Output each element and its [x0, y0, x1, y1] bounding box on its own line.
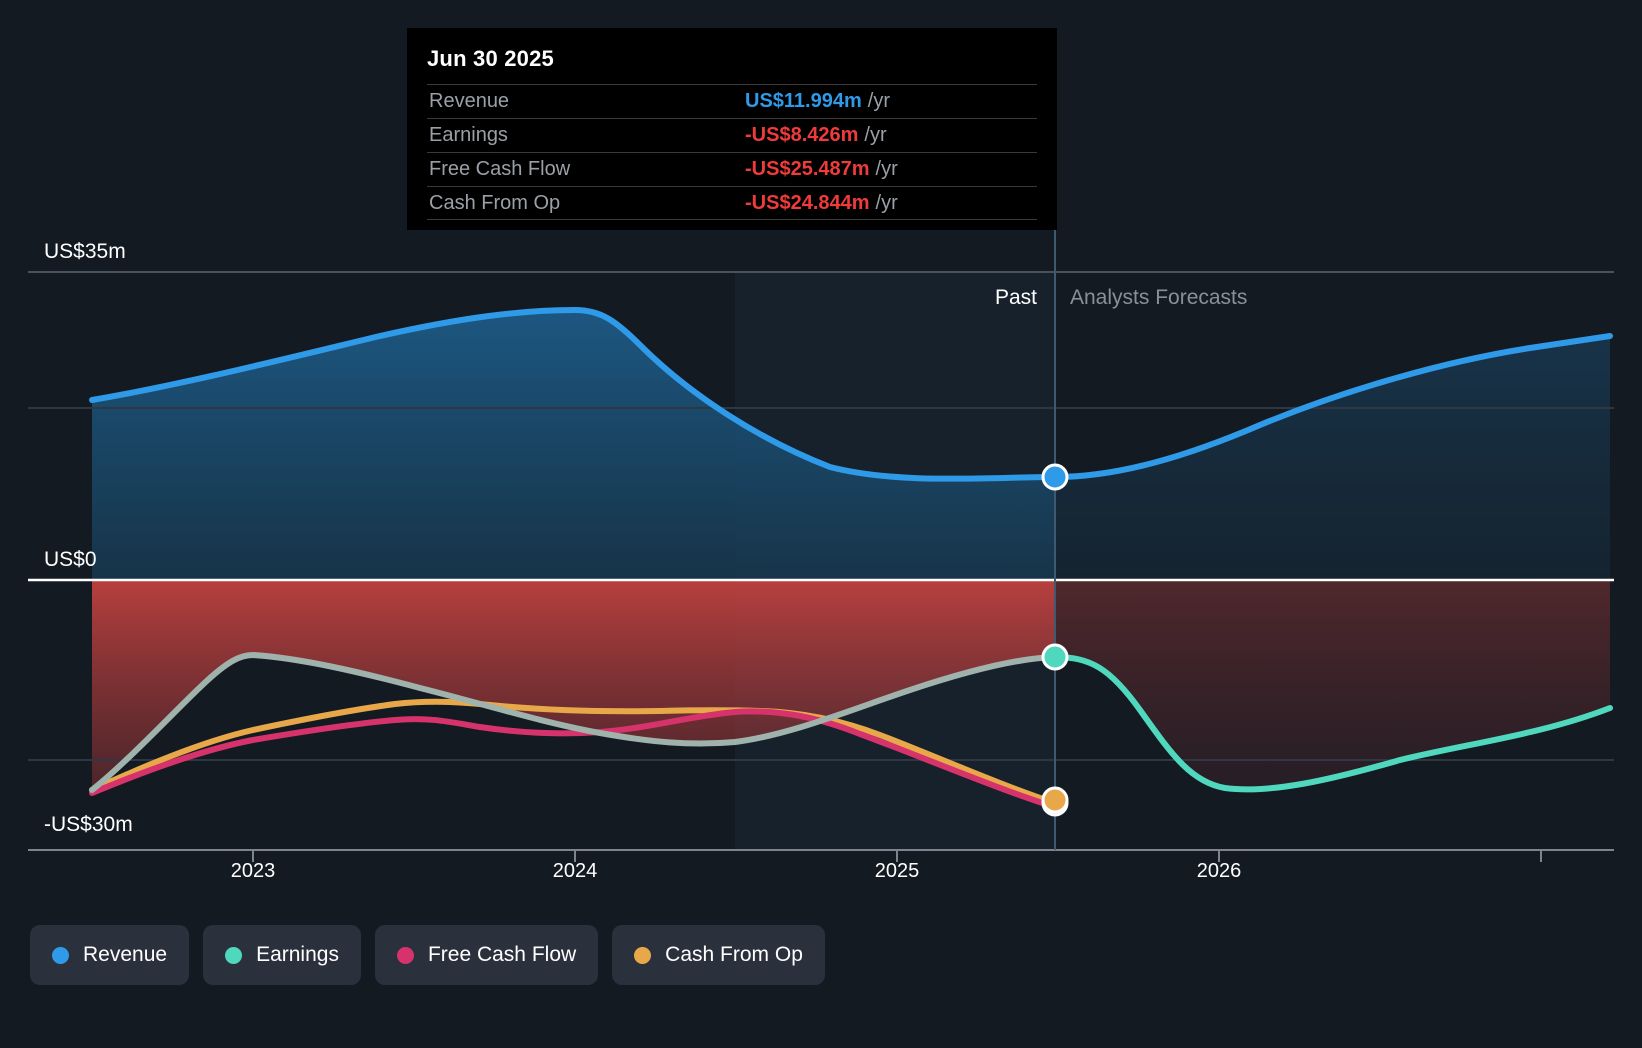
legend-dot-revenue-icon [52, 946, 69, 964]
legend-label-earnings: Earnings [256, 943, 339, 966]
tooltip-label-free-cash-flow: Free Cash Flow [429, 158, 571, 180]
y-axis-label-max: US$35m [44, 240, 126, 263]
revenue-line-forecast [1052, 333, 1613, 480]
legend-item-cash-from-op[interactable]: Cash From Op [612, 925, 825, 985]
legend-item-revenue[interactable]: Revenue [30, 925, 190, 985]
x-axis-label-2024: 2024 [552, 860, 598, 882]
tooltip-value-revenue: US$11.994m [745, 90, 862, 112]
forecast-label: Analysts Forecasts [1070, 286, 1248, 309]
earnings-line-forecast [1052, 654, 1613, 793]
tooltip-row-earnings: Earnings -US$8.426m/yr [427, 118, 1037, 152]
tooltip-unit-revenue: /yr [867, 90, 890, 112]
legend-label-revenue: Revenue [83, 943, 168, 966]
tooltip-date: Jun 30 2025 [427, 46, 554, 71]
tooltip-label-earnings: Earnings [429, 124, 508, 146]
earnings-area-past [92, 580, 1055, 790]
revenue-area-forecast [1055, 336, 1610, 580]
free-cash-flow-line [89, 708, 1058, 810]
x-axis-label-2023: 2023 [230, 860, 276, 882]
cash-from-op-line [89, 698, 1058, 806]
y-axis-label-zero: US$0 [44, 548, 97, 571]
legend-item-earnings[interactable]: Earnings [203, 925, 361, 985]
earnings-line-past [89, 651, 1058, 793]
legend-dot-free-cash-flow-icon [396, 946, 414, 964]
x-axis-label-2025: 2025 [874, 860, 920, 882]
tooltip-row-free-cash-flow: Free Cash Flow -US$25.487m/yr [427, 152, 1037, 186]
tooltip-value-earnings: -US$8.426m [745, 124, 859, 146]
revenue-line-past [89, 306, 1058, 482]
revenue-area-past [92, 310, 1055, 580]
chart-legend: Revenue Earnings Free Cash Flow Cash Fro… [30, 925, 825, 985]
legend-dot-earnings-icon [225, 946, 243, 964]
x-axis-label-2026: 2026 [1196, 860, 1242, 882]
marker-earnings[interactable] [1041, 643, 1069, 671]
tooltip-row-cash-from-op: Cash From Op -US$24.844m/yr [427, 186, 1037, 220]
tooltip-value-free-cash-flow: -US$25.487m [745, 158, 870, 180]
chart-tooltip: Jun 30 2025 Revenue US$11.994m/yr Earnin… [407, 28, 1057, 230]
tooltip-label-revenue: Revenue [429, 90, 510, 112]
tooltip-unit-free-cash-flow: /yr [875, 158, 898, 180]
earnings-area-forecast [1055, 580, 1610, 790]
legend-label-cash-from-op: Cash From Op [665, 943, 803, 966]
tooltip-label-cash-from-op: Cash From Op [429, 191, 561, 214]
legend-label-free-cash-flow: Free Cash Flow [427, 943, 577, 966]
marker-cash-from-op[interactable] [1041, 786, 1069, 814]
tooltip-unit-earnings: /yr [864, 124, 887, 146]
marker-revenue[interactable] [1041, 463, 1069, 491]
tooltip-value-cash-from-op: -US$24.844m [745, 191, 870, 214]
y-axis-label-min: -US$30m [44, 813, 133, 836]
past-label: Past [995, 286, 1038, 309]
legend-dot-cash-from-op-icon [634, 946, 652, 964]
tooltip-row-revenue: Revenue US$11.994m/yr [427, 84, 1037, 118]
tooltip-unit-cash-from-op: /yr [875, 191, 898, 214]
legend-item-free-cash-flow[interactable]: Free Cash Flow [374, 925, 599, 985]
